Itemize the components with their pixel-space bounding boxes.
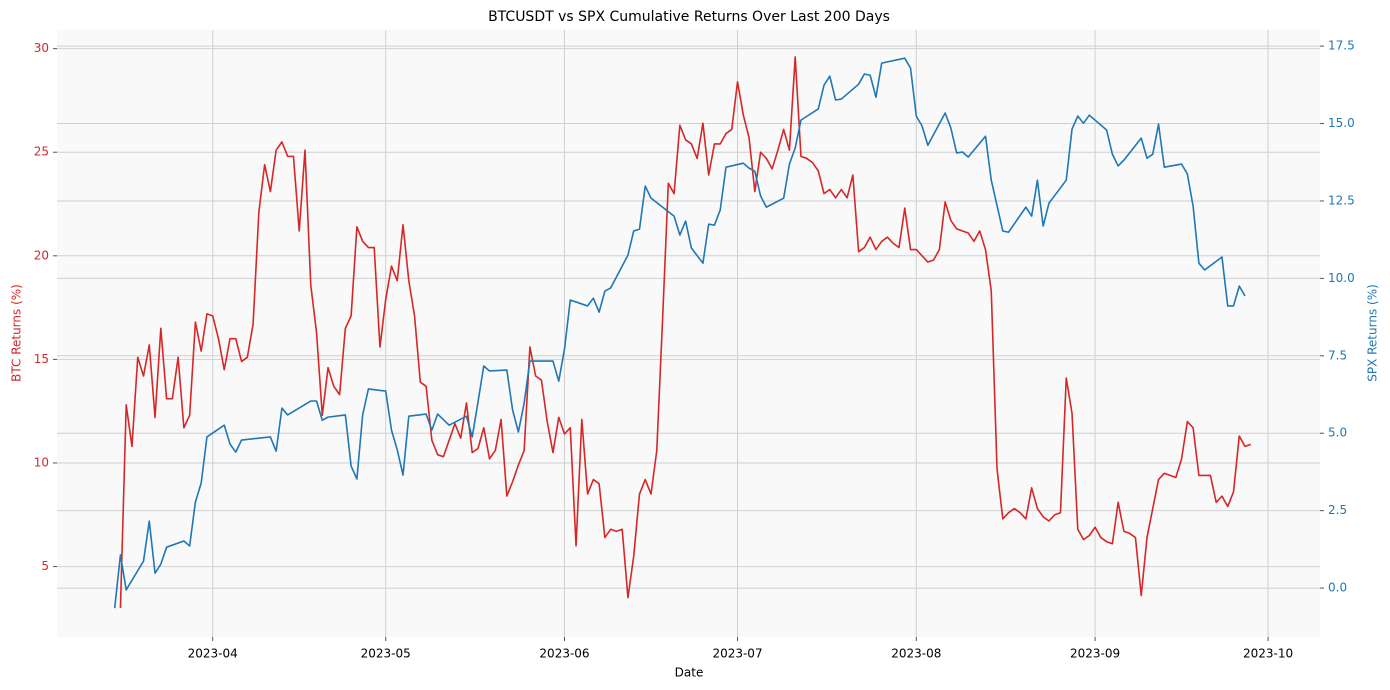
y-tick-label: 25 bbox=[34, 145, 49, 159]
y-axis-label: BTC Returns (%) bbox=[10, 284, 24, 382]
y2-tick-label: 5.0 bbox=[1328, 426, 1347, 440]
y-tick-label: 5 bbox=[41, 559, 49, 573]
chart-title: BTCUSDT vs SPX Cumulative Returns Over L… bbox=[488, 9, 890, 25]
x-tick-label: 2023-07 bbox=[712, 647, 762, 661]
series-line bbox=[113, 57, 1246, 609]
x-tick-label: 2023-09 bbox=[1070, 647, 1120, 661]
y2-axis-label: SPX Returns (%) bbox=[1366, 284, 1380, 382]
series-line bbox=[119, 56, 1252, 609]
y2-tick-label: 0.0 bbox=[1328, 581, 1347, 595]
x-axis-label: Date bbox=[675, 666, 704, 680]
y2-tick-label: 7.5 bbox=[1328, 348, 1347, 362]
y2-tick-label: 10.0 bbox=[1328, 271, 1355, 285]
x-tick-label: 2023-08 bbox=[891, 647, 941, 661]
x-tick-label: 2023-05 bbox=[361, 647, 411, 661]
y2-tick-label: 15.0 bbox=[1328, 116, 1355, 130]
x-tick-label: 2023-06 bbox=[539, 647, 589, 661]
y2-tick-label: 17.5 bbox=[1328, 39, 1355, 53]
y2-tick-label: 2.5 bbox=[1328, 503, 1347, 517]
y-tick-label: 15 bbox=[34, 352, 49, 366]
x-tick-label: 2023-10 bbox=[1243, 647, 1293, 661]
plot-area bbox=[57, 30, 1320, 637]
y2-tick-label: 12.5 bbox=[1328, 193, 1355, 207]
y-tick-label: 10 bbox=[34, 455, 49, 469]
x-tick-label: 2023-04 bbox=[188, 647, 238, 661]
y-tick-label: 30 bbox=[34, 41, 49, 55]
y-tick-label: 20 bbox=[34, 248, 49, 262]
